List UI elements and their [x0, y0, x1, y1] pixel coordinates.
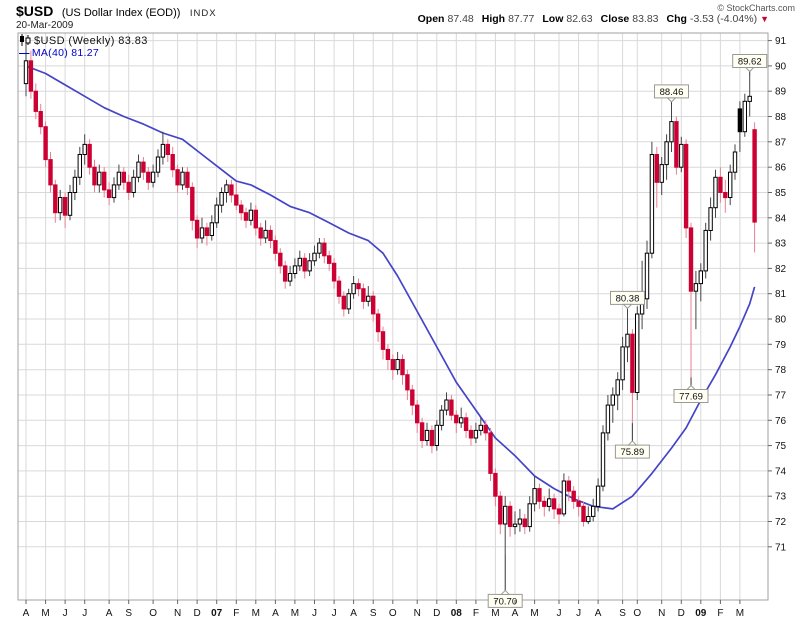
svg-text:77: 77 — [775, 391, 787, 402]
svg-text:89: 89 — [775, 87, 787, 98]
chart-date: 20-Mar-2009 — [16, 20, 74, 31]
svg-text:70.70: 70.70 — [493, 596, 517, 607]
svg-text:J: J — [576, 608, 581, 619]
svg-text:D: D — [678, 608, 685, 619]
change-down-triangle-icon: ▼ — [760, 14, 769, 24]
svg-text:73: 73 — [775, 492, 787, 503]
svg-text:O: O — [633, 608, 641, 619]
svg-text:83: 83 — [775, 239, 787, 250]
svg-text:85: 85 — [775, 188, 787, 199]
svg-text:J: J — [557, 608, 562, 619]
svg-text:M: M — [252, 608, 260, 619]
high-label: High — [481, 13, 506, 25]
svg-text:D: D — [433, 608, 440, 619]
low-value: 82.63 — [566, 13, 593, 25]
svg-text:F: F — [473, 608, 479, 619]
svg-text:75.89: 75.89 — [620, 447, 644, 458]
svg-text:J: J — [82, 608, 87, 619]
svg-text:J: J — [63, 608, 68, 619]
copyright-text: © StockCharts.com — [717, 3, 795, 13]
svg-text:77.69: 77.69 — [679, 392, 703, 403]
svg-text:88.46: 88.46 — [660, 87, 684, 98]
svg-text:79: 79 — [775, 340, 787, 351]
svg-text:09: 09 — [695, 608, 707, 619]
exchange-label: INDX — [189, 8, 217, 19]
quote-row: Open 87.48 High 87.77 Low 82.63 Close 83.83 Chg -… — [418, 13, 769, 25]
svg-text:08: 08 — [451, 608, 463, 619]
svg-text:S: S — [125, 608, 132, 619]
ticker-name: (US Dollar Index (EOD)) — [61, 7, 181, 19]
svg-text:76: 76 — [775, 416, 787, 427]
ma-legend: — MA(40) 81.27 — [19, 47, 99, 59]
svg-text:82: 82 — [775, 264, 787, 275]
svg-text:90: 90 — [775, 61, 787, 72]
svg-text:M: M — [530, 608, 538, 619]
chg-label: Chg — [666, 13, 687, 25]
svg-text:80: 80 — [775, 315, 787, 326]
svg-text:D: D — [193, 608, 200, 619]
series-legend: $USD (Weekly) 83.83 — [19, 34, 148, 47]
high-value: 87.77 — [508, 13, 535, 25]
svg-text:81: 81 — [775, 289, 787, 300]
svg-text:S: S — [370, 608, 377, 619]
svg-text:07: 07 — [211, 608, 223, 619]
svg-text:S: S — [619, 608, 626, 619]
svg-text:M: M — [41, 608, 49, 619]
ticker-symbol: $USD — [16, 3, 54, 19]
svg-text:84: 84 — [775, 213, 787, 224]
svg-text:80.38: 80.38 — [616, 293, 640, 304]
svg-text:A: A — [595, 608, 602, 619]
svg-text:F: F — [717, 608, 723, 619]
svg-text:88: 88 — [775, 112, 787, 123]
open-label: Open — [417, 13, 445, 25]
svg-text:N: N — [658, 608, 665, 619]
svg-text:M: M — [491, 608, 499, 619]
svg-text:75: 75 — [775, 441, 787, 452]
svg-text:J: J — [332, 608, 337, 619]
low-label: Low — [542, 13, 564, 25]
svg-text:A: A — [272, 608, 279, 619]
svg-text:O: O — [389, 608, 397, 619]
ma-line-swatch: — — [19, 47, 30, 59]
svg-text:78: 78 — [775, 365, 787, 376]
svg-text:A: A — [350, 608, 357, 619]
svg-text:O: O — [149, 608, 157, 619]
svg-text:87: 87 — [775, 137, 787, 148]
svg-text:M: M — [291, 608, 299, 619]
svg-text:M: M — [736, 608, 744, 619]
svg-text:A: A — [23, 608, 30, 619]
svg-text:86: 86 — [775, 163, 787, 174]
svg-text:71: 71 — [775, 542, 787, 553]
svg-text:A: A — [512, 608, 519, 619]
svg-text:91: 91 — [775, 36, 787, 47]
svg-text:74: 74 — [775, 466, 787, 477]
chg-value: -3.53 (-4.04%) — [689, 13, 758, 25]
svg-text:A: A — [106, 608, 113, 619]
svg-text:89.62: 89.62 — [738, 57, 762, 68]
svg-text:N: N — [174, 608, 181, 619]
chart-header: $USD (US Dollar Index (EOD)) INDX — [16, 3, 217, 21]
close-value: 83.83 — [632, 13, 659, 25]
svg-text:72: 72 — [775, 517, 787, 528]
open-value: 87.48 — [447, 13, 474, 25]
svg-text:F: F — [233, 608, 239, 619]
ma-legend-label: MA(40) 81.27 — [31, 47, 100, 59]
close-label: Close — [600, 13, 630, 25]
svg-text:N: N — [414, 608, 421, 619]
series-legend-label: $USD (Weekly) 83.83 — [34, 35, 148, 47]
svg-text:J: J — [312, 608, 317, 619]
candlestick-icon — [20, 34, 31, 46]
